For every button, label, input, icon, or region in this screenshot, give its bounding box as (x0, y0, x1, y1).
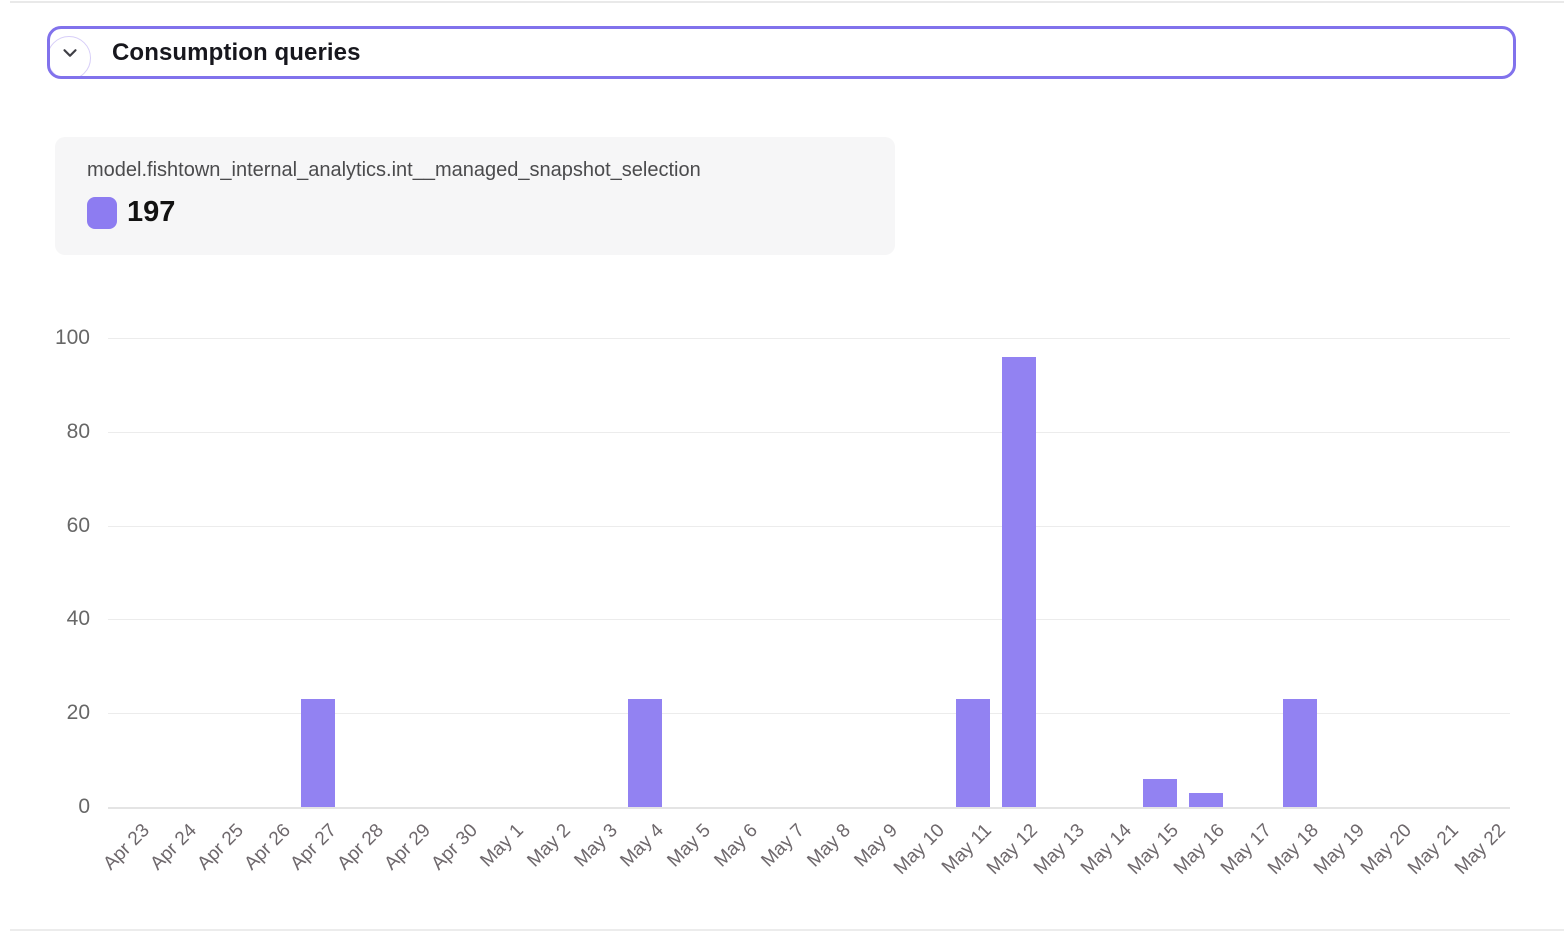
bar-may-15[interactable] (1142, 778, 1177, 807)
top-divider (10, 1, 1564, 3)
x-axis-tick-label: May 12 (983, 820, 1043, 879)
y-axis-tick-label: 60 (66, 513, 90, 537)
legend-series-name: model.fishtown_internal_analytics.int__m… (87, 159, 701, 181)
consumption-queries-section-header[interactable]: Consumption queries (47, 26, 1516, 79)
x-axis-tick-label: May 3 (570, 820, 622, 872)
legend-value-row: 197 (87, 196, 895, 229)
x-axis-tick-label: May 6 (710, 820, 762, 872)
gridline-y-80 (108, 431, 1510, 433)
gridline-y-100 (108, 338, 1510, 339)
gridline-y-0 (108, 807, 1510, 809)
chevron-down-icon[interactable] (58, 41, 82, 65)
x-axis-tick-label: Apr 25 (193, 820, 248, 875)
y-axis-tick-label: 40 (66, 607, 90, 631)
x-axis-tick-label: Apr 26 (239, 820, 295, 875)
x-axis-tick-label: May 4 (616, 820, 669, 872)
x-axis-tick-label: May 11 (937, 820, 996, 878)
x-axis-tick-label: May 1 (476, 820, 529, 872)
x-axis-tick-label: May 18 (1263, 820, 1323, 879)
bar-may-18[interactable] (1282, 699, 1317, 807)
x-axis-tick-label: Apr 29 (380, 820, 435, 875)
x-axis-tick-label: May 10 (889, 820, 949, 879)
x-axis-tick-label: Apr 24 (146, 820, 201, 875)
y-axis-tick-label: 20 (66, 701, 90, 725)
bar-may-11[interactable] (955, 699, 990, 807)
x-axis-tick-label: May 7 (757, 820, 809, 872)
y-axis-tick-label: 100 (54, 326, 90, 349)
gridline-y-60 (108, 525, 1510, 527)
x-axis-tick-label: May 17 (1216, 820, 1276, 879)
x-axis-tick-label: May 20 (1357, 820, 1417, 879)
x-axis-tick-label: Apr 27 (286, 820, 342, 875)
x-axis-tick-label: May 8 (803, 820, 856, 872)
section-title: Consumption queries (112, 38, 361, 66)
x-axis-tick-label: May 19 (1310, 820, 1370, 879)
x-axis-tick-label: Apr 30 (426, 820, 482, 875)
bar-may-16[interactable] (1189, 792, 1224, 807)
x-axis-tick-label: May 14 (1076, 820, 1136, 879)
legend-color-swatch (87, 196, 117, 229)
y-axis-tick-label: 0 (78, 795, 90, 818)
x-axis-tick-label: May 22 (1450, 820, 1510, 879)
x-axis-tick-label: May 5 (663, 820, 716, 872)
x-axis-tick-label: May 21 (1403, 820, 1463, 879)
x-axis-tick-label: Apr 23 (99, 820, 155, 875)
x-axis-tick-label: Apr 28 (333, 820, 388, 875)
x-axis-tick-label: May 13 (1029, 820, 1089, 879)
bar-apr-27[interactable] (301, 699, 336, 807)
x-axis-tick-label: May 16 (1170, 820, 1230, 879)
bar-may-4[interactable] (628, 699, 663, 807)
legend-total-value: 197 (127, 196, 176, 228)
bottom-divider (10, 929, 1564, 931)
chart-legend-card: model.fishtown_internal_analytics.int__m… (55, 137, 895, 255)
x-axis-tick-label: May 2 (523, 820, 575, 872)
bar-may-12[interactable] (1002, 356, 1037, 807)
gridline-y-20 (108, 713, 1510, 715)
y-axis-tick-label: 80 (66, 419, 90, 443)
gridline-y-40 (108, 619, 1510, 621)
x-axis-tick-label: May 15 (1123, 820, 1183, 879)
